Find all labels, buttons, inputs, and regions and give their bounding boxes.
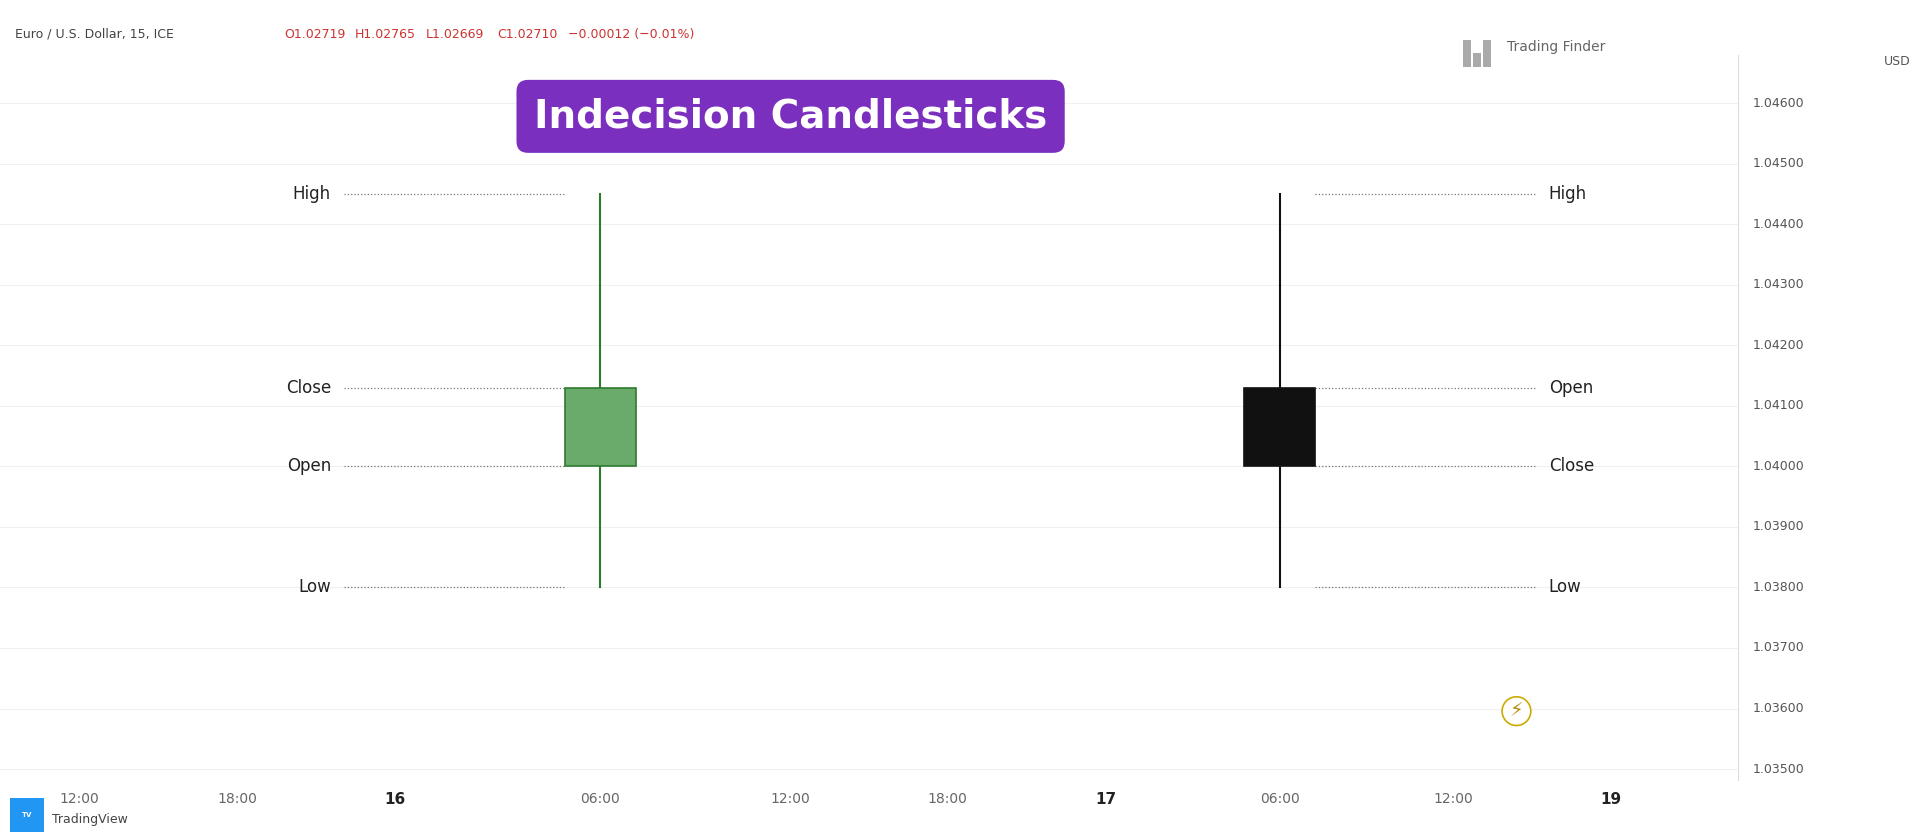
Text: High: High (294, 185, 330, 203)
Text: USD: USD (1884, 55, 1910, 67)
Text: O1.02719: O1.02719 (284, 28, 346, 40)
Text: 1.04400: 1.04400 (1753, 218, 1803, 231)
Text: C1.02710: C1.02710 (497, 28, 557, 40)
Bar (1482, 40, 1492, 67)
Text: 1.04000: 1.04000 (1753, 459, 1805, 473)
Text: Low: Low (1549, 579, 1582, 596)
Text: Euro / U.S. Dollar, 15, ICE: Euro / U.S. Dollar, 15, ICE (15, 28, 175, 40)
Text: Open: Open (286, 457, 330, 475)
Bar (1244, 387, 1315, 466)
Text: 1.03500: 1.03500 (1753, 763, 1805, 775)
Text: L1.02669: L1.02669 (426, 28, 484, 40)
Text: 1.04100: 1.04100 (1753, 399, 1803, 412)
Text: High: High (1549, 185, 1588, 203)
Text: TV: TV (21, 811, 33, 818)
Text: ⚡: ⚡ (1509, 701, 1523, 721)
Bar (1463, 40, 1471, 67)
Text: 1.04200: 1.04200 (1753, 339, 1803, 352)
Text: 1.04600: 1.04600 (1753, 97, 1803, 109)
Text: 1.04500: 1.04500 (1753, 157, 1805, 170)
Text: TradingView: TradingView (52, 812, 129, 826)
Bar (1473, 53, 1480, 67)
Text: Close: Close (286, 379, 330, 396)
Text: Low: Low (298, 579, 330, 596)
Text: H1.02765: H1.02765 (355, 28, 417, 40)
Text: 1.03900: 1.03900 (1753, 521, 1803, 533)
Text: Close: Close (1549, 457, 1594, 475)
Text: −0.00012 (−0.01%): −0.00012 (−0.01%) (568, 28, 695, 40)
Text: Indecision Candlesticks: Indecision Candlesticks (534, 97, 1046, 135)
Text: Trading Finder: Trading Finder (1507, 40, 1605, 55)
Text: 1.03700: 1.03700 (1753, 642, 1805, 654)
Text: 1.03800: 1.03800 (1753, 581, 1805, 594)
Text: 1.04300: 1.04300 (1753, 278, 1803, 291)
Bar (564, 387, 636, 466)
Text: 1.03600: 1.03600 (1753, 702, 1803, 715)
Text: Open: Open (1549, 379, 1594, 396)
